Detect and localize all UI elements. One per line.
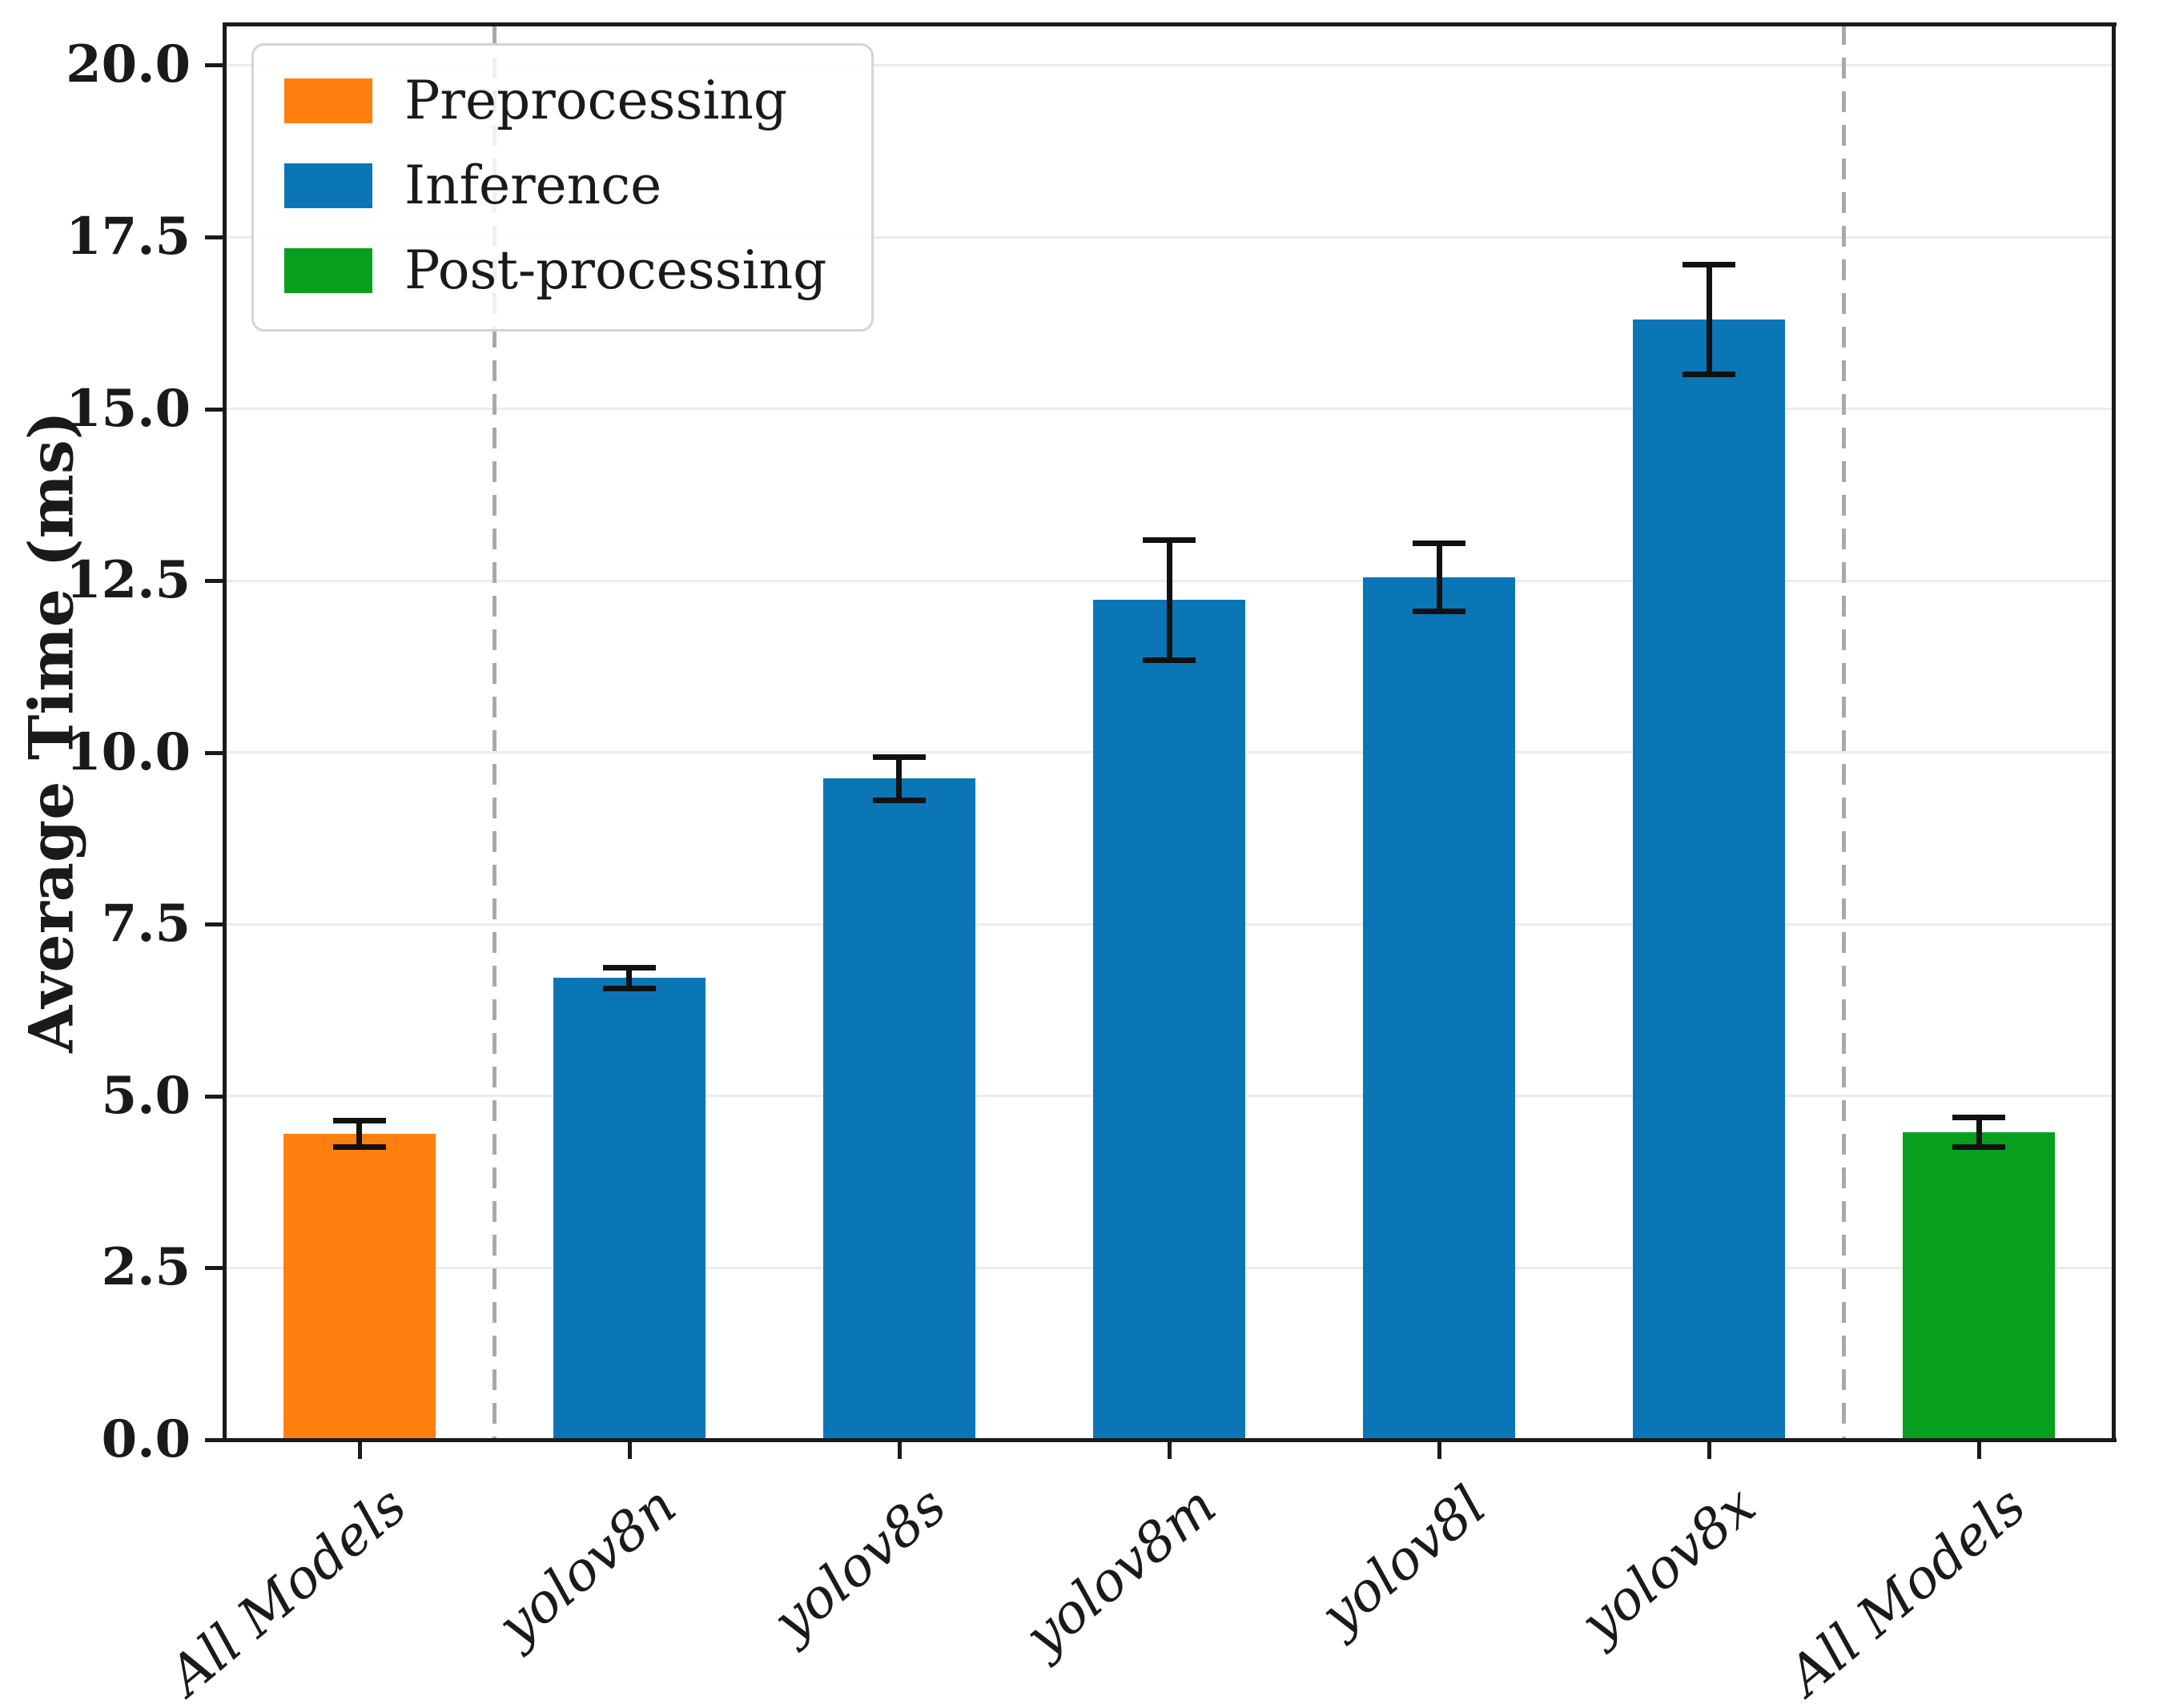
x-tick bbox=[897, 1440, 902, 1459]
x-tick bbox=[1707, 1440, 1712, 1459]
error-bar bbox=[626, 967, 633, 989]
y-tick bbox=[205, 407, 224, 412]
y-tick bbox=[205, 922, 224, 927]
error-bar bbox=[896, 756, 903, 801]
error-bar-cap bbox=[602, 964, 656, 971]
x-tick-label: yolov8m bbox=[1013, 1473, 1228, 1669]
x-tick-label: yolov8n bbox=[485, 1473, 688, 1658]
bar-all-models bbox=[283, 1134, 436, 1440]
y-tick-label: 17.5 bbox=[66, 207, 191, 267]
error-bar-cap bbox=[602, 985, 656, 991]
bottom-spine bbox=[223, 1438, 2117, 1442]
x-tick bbox=[627, 1440, 632, 1459]
x-tick bbox=[1977, 1440, 1982, 1459]
error-bar-cap bbox=[1413, 540, 1466, 546]
error-bar-cap bbox=[332, 1144, 386, 1151]
post-processing-swatch bbox=[284, 248, 372, 293]
error-bar-cap bbox=[1952, 1144, 2006, 1151]
y-tick bbox=[205, 1266, 224, 1271]
y-tick bbox=[205, 1438, 224, 1442]
legend-label: Post-processing bbox=[404, 239, 827, 301]
y-tick-label: 20.0 bbox=[66, 34, 191, 95]
error-bar-cap bbox=[1143, 657, 1196, 663]
legend-label: Inference bbox=[404, 155, 662, 216]
bar-all-models bbox=[1903, 1132, 2056, 1440]
gridline bbox=[224, 579, 2114, 582]
error-bar bbox=[1166, 539, 1172, 661]
legend: Preprocessing Inference Post-processing bbox=[251, 43, 874, 332]
gridline bbox=[224, 408, 2114, 411]
y-tick-label: 0.0 bbox=[101, 1409, 191, 1469]
error-bar-cap bbox=[1143, 537, 1196, 543]
y-tick bbox=[205, 63, 224, 68]
right-spine bbox=[2112, 22, 2116, 1442]
y-axis-title: Average Time (ms) bbox=[15, 411, 87, 1053]
error-bar bbox=[1436, 542, 1442, 612]
x-tick-label: All Models bbox=[1776, 1473, 2038, 1707]
bar-yolov8s bbox=[822, 778, 975, 1440]
error-bar-cap bbox=[1682, 262, 1736, 268]
error-bar-cap bbox=[1682, 371, 1736, 377]
preprocessing-swatch bbox=[284, 78, 372, 123]
legend-label: Preprocessing bbox=[404, 70, 788, 131]
bar-yolov8n bbox=[553, 978, 706, 1440]
bar-yolov8l bbox=[1363, 577, 1516, 1440]
error-bar bbox=[356, 1119, 363, 1148]
x-tick-label: yolov8s bbox=[761, 1473, 958, 1654]
error-bar-cap bbox=[872, 754, 926, 760]
left-spine bbox=[223, 22, 227, 1442]
y-tick bbox=[205, 579, 224, 584]
error-bar-cap bbox=[1413, 608, 1466, 614]
x-tick bbox=[357, 1440, 362, 1459]
bar-yolov8x bbox=[1633, 319, 1786, 1440]
y-tick-label: 5.0 bbox=[101, 1065, 191, 1126]
top-spine bbox=[223, 22, 2117, 26]
x-tick-label: yolov8x bbox=[1569, 1473, 1768, 1655]
x-tick bbox=[1437, 1440, 1442, 1459]
y-tick bbox=[205, 1094, 224, 1099]
legend-item: Preprocessing bbox=[284, 73, 826, 129]
y-tick bbox=[205, 235, 224, 240]
y-tick bbox=[205, 750, 224, 755]
bar-yolov8m bbox=[1093, 600, 1245, 1440]
gridline bbox=[224, 1266, 2114, 1269]
error-bar-cap bbox=[872, 797, 926, 803]
error-bar-cap bbox=[1952, 1115, 2006, 1121]
error-bar-cap bbox=[332, 1117, 386, 1123]
group-separator bbox=[1842, 24, 1847, 1440]
inference-swatch bbox=[284, 163, 372, 208]
figure: 0.0 2.5 5.0 7.5 10.0 12.5 15.0 17.5 20.0 All Mode… bbox=[15, 22, 2117, 1707]
error-bar bbox=[1706, 264, 1712, 375]
gridline bbox=[224, 1095, 2114, 1098]
x-tick bbox=[1168, 1440, 1172, 1459]
y-tick-label: 2.5 bbox=[101, 1237, 191, 1298]
error-bar bbox=[1976, 1117, 1982, 1148]
gridline bbox=[224, 922, 2114, 926]
gridline bbox=[224, 751, 2114, 754]
legend-item: Inference bbox=[284, 158, 826, 214]
x-tick-label: yolov8l bbox=[1309, 1473, 1498, 1646]
legend-item: Post-processing bbox=[284, 243, 826, 299]
x-tick-label: All Models bbox=[156, 1473, 418, 1707]
